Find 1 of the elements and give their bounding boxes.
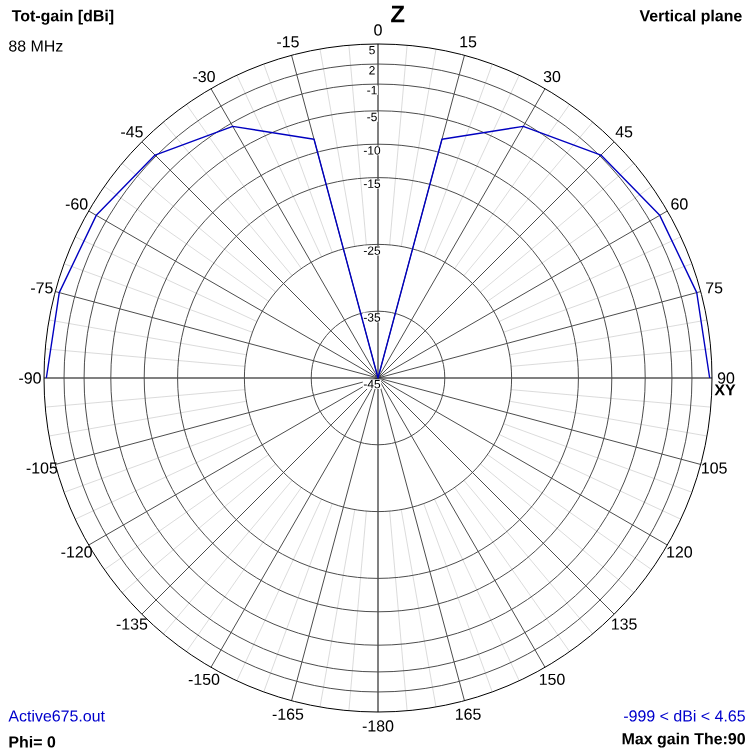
text: Z: [391, 5, 405, 23]
